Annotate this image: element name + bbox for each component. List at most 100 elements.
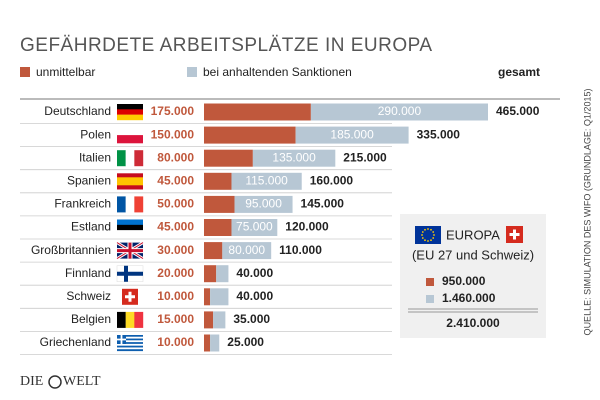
eu-star [421, 231, 424, 233]
segment-label: 135.000 [272, 150, 316, 164]
flag-stripe [117, 336, 143, 339]
value-label: 80.000 [157, 150, 194, 164]
summary-total: 2.410.000 [446, 316, 500, 330]
total-label: 160.000 [310, 173, 354, 187]
flag-stripe [117, 349, 143, 352]
category-label: Spanien [67, 173, 111, 187]
value-label: 20.000 [157, 266, 194, 280]
eu-star [424, 228, 426, 231]
flag-stripe [117, 127, 143, 136]
segment-label: 185.000 [330, 127, 374, 141]
bar-segment [310, 103, 488, 121]
eu-flag [415, 226, 441, 244]
eu-star [424, 239, 426, 242]
category-label: Deutschland [44, 104, 111, 118]
flag-stripe [117, 177, 143, 182]
flag-stripe [117, 347, 143, 350]
flag-stripe [117, 109, 143, 115]
summary-swatch [426, 278, 434, 286]
flag [117, 335, 143, 352]
brand-logo: DIE WELT [20, 374, 101, 389]
total-label: 40.000 [236, 266, 273, 280]
bar-segment [204, 265, 217, 283]
flag-stripe [117, 173, 143, 178]
flag [117, 173, 143, 190]
eu-star [427, 228, 429, 230]
bar-segment [210, 334, 220, 352]
total-label: 145.000 [301, 197, 345, 211]
flag-stripe [117, 181, 143, 186]
eu-star [427, 240, 429, 242]
value-label: 45.000 [157, 220, 194, 234]
flag-stripe [117, 345, 143, 348]
total-label: 215.000 [343, 150, 387, 164]
category-label: Estland [71, 220, 111, 234]
segment-label: 290.000 [378, 104, 422, 118]
chart-title: GEFÄHRDETE ARBEITSPLÄTZE IN EUROPA [20, 35, 433, 56]
flag-stripe [117, 224, 143, 231]
flag-stripe [117, 338, 143, 341]
value-label: 10.000 [157, 289, 194, 303]
brand-part: DIE [20, 374, 43, 389]
total-label: 120.000 [285, 220, 329, 234]
flag-stripe [134, 150, 144, 167]
segment-label: 75.000 [236, 220, 273, 234]
value-label: 30.000 [157, 243, 194, 257]
brand-part: WELT [63, 374, 101, 389]
flag [117, 150, 144, 167]
eu-star [421, 234, 423, 236]
bar-segment [222, 242, 272, 260]
flag-stripe [117, 219, 143, 226]
bar-segment [204, 126, 296, 144]
flag-stripe [125, 150, 135, 167]
category-label: Belgien [71, 312, 111, 326]
flag-stripe [117, 335, 143, 337]
flag-stripe [117, 150, 126, 167]
flag [117, 219, 143, 236]
bar-segment [231, 219, 278, 236]
eu-star [433, 234, 435, 236]
flag-stripe [117, 343, 143, 346]
total-label: 35.000 [233, 312, 270, 326]
bar-segment [213, 311, 226, 329]
bar-segment [295, 126, 409, 144]
bar-segment [204, 311, 214, 329]
total-label: 465.000 [496, 104, 540, 118]
flag-stripe [117, 340, 143, 343]
flag [116, 241, 144, 260]
flag [117, 196, 144, 213]
flag-stripe [117, 135, 143, 144]
summary-value: 950.000 [442, 274, 486, 288]
flag-cross [117, 242, 143, 259]
summary-title: EUROPA [446, 227, 500, 242]
category-label: Großbritannien [31, 243, 111, 257]
bar-segment [234, 195, 293, 213]
segment-label: 80.000 [228, 243, 265, 257]
value-label: 175.000 [151, 104, 195, 118]
flag-stripe [117, 104, 143, 110]
flag-stripe [134, 196, 144, 213]
source: QUELLE: SIMULATION DES WIFO (GRUNDLAGE: … [582, 89, 592, 336]
eu-star [430, 228, 432, 231]
bar-segment [210, 288, 229, 306]
flag-stripe [117, 230, 143, 236]
value-label: 50.000 [157, 197, 194, 211]
legend-label: bei anhaltenden Sanktionen [203, 65, 352, 79]
total-header: gesamt [498, 65, 540, 79]
bar-segment [204, 195, 235, 213]
brand-globe [48, 375, 62, 389]
flag [117, 311, 144, 328]
summary-swatch [426, 295, 434, 303]
legend-swatch [20, 67, 30, 77]
value-label: 15.000 [157, 312, 194, 326]
swiss-cross [509, 229, 520, 240]
flag-stripe [117, 342, 143, 344]
bar-segment [204, 334, 211, 352]
bar-segment [204, 288, 211, 306]
legend-label: unmittelbar [36, 65, 95, 79]
category-label: Griechenland [40, 335, 111, 349]
summary-value: 1.460.000 [442, 291, 496, 305]
segment-label: 95.000 [245, 197, 282, 211]
category-label: Finnland [65, 266, 111, 280]
